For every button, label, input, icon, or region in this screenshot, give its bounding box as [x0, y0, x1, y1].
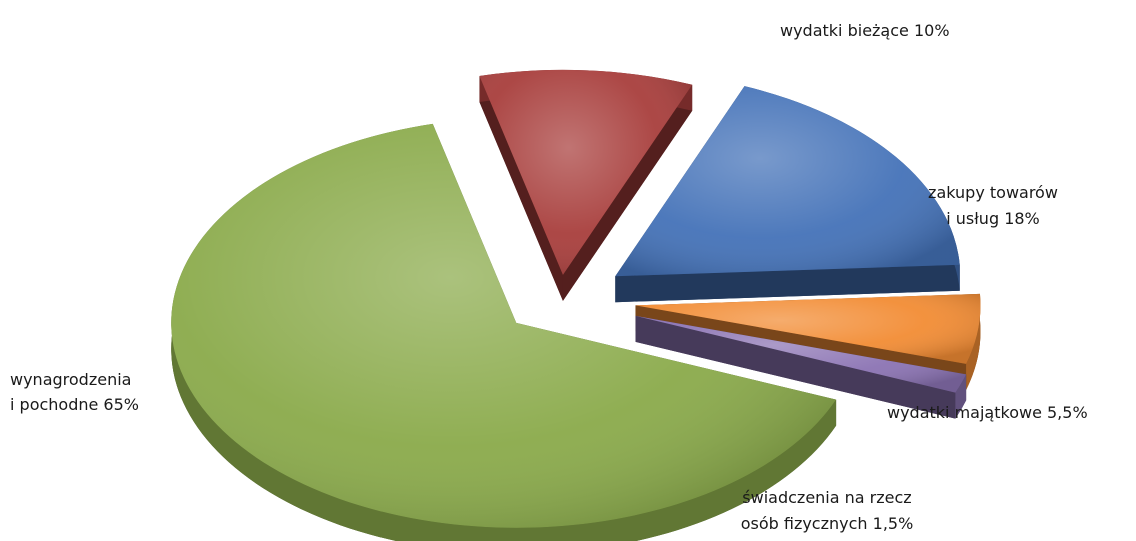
slice-swiadczenia	[635, 315, 967, 419]
slice-shine	[479, 69, 693, 275]
slice-shine	[635, 293, 981, 364]
slice-rim	[955, 374, 967, 419]
slice-shine	[615, 86, 960, 277]
label-zakupy-towarow: zakupy towarów i usług 18%	[928, 183, 1058, 228]
label-line: zakupy towarów	[928, 183, 1058, 202]
slice-wall	[615, 264, 960, 303]
label-swiadczenia: świadczenia na rzecz osób fizycznych 1,5%	[741, 488, 914, 533]
slice-wall	[562, 84, 693, 301]
slice-wynagrodzenia	[171, 123, 837, 541]
slice-wall	[479, 75, 563, 301]
slice-wall	[635, 315, 956, 419]
label-wydatki-majatkowe: wydatki majątkowe 5,5%	[887, 403, 1088, 422]
slice-shine	[171, 123, 837, 528]
label-line: i pochodne 65%	[10, 395, 139, 414]
slice-zakupy-towarow	[615, 86, 960, 303]
label-line: osób fizycznych 1,5%	[741, 514, 914, 533]
slice-rim	[966, 293, 981, 390]
label-line: wydatki majątkowe 5,5%	[887, 403, 1088, 422]
label-line: wynagrodzenia	[10, 370, 131, 389]
slice-wydatki-biezace	[479, 69, 693, 301]
label-wydatki-biezace: wydatki bieżące 10%	[780, 21, 950, 40]
label-wynagrodzenia: wynagrodzenia i pochodne 65%	[10, 370, 139, 414]
label-line: świadczenia na rzecz	[742, 488, 911, 507]
label-line: wydatki bieżące 10%	[780, 21, 950, 40]
slice-shine	[635, 315, 967, 393]
label-line: i usług 18%	[946, 209, 1040, 228]
